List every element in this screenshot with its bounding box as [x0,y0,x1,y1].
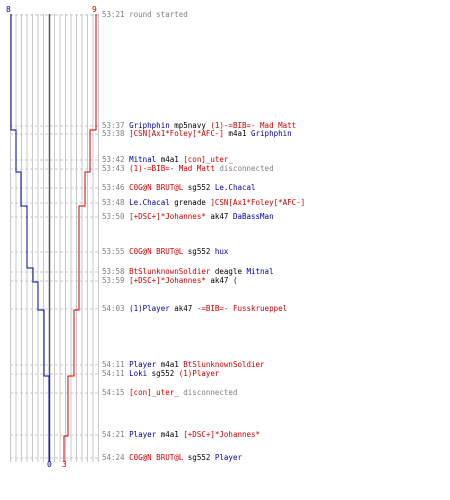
log-time: 54:15 [102,388,130,397]
log-part: m4a1 [156,360,184,369]
log-time: 53:42 [102,155,130,164]
log-part: ( [232,276,238,285]
log-part: C0G@N BRUT@L [129,453,184,462]
log-entry: 53:21 round started [102,10,188,19]
log-part: BtSlunknownSoldier [129,267,211,276]
log-part: ak47 [205,212,233,221]
log-part: [con]_uter_ [183,155,233,164]
log-time: 53:55 [102,247,130,256]
red-start-score: 9 [92,5,97,14]
log-time: 53:37 [102,121,130,130]
log-entry: 53:55 C0G@N BRUT@L sg552 hux [102,247,228,256]
log-entry: 54:11 Loki sg552 (1)Player [102,369,219,378]
log-time: 53:48 [102,198,130,207]
log-time: 54:21 [102,430,130,439]
log-part: [+DSC+]*Johannes* [129,276,206,285]
log-entry: 54:11 Player m4a1 BtSlunknownSoldier [102,360,265,369]
log-part: disconnected [214,164,274,173]
log-part: (1)-=BIB=- Mad Matt [210,121,297,130]
log-part: [+DSC+]*Johannes* [129,212,206,221]
log-time: 53:59 [102,276,130,285]
team-alive-chart: 8 9 0 3 [6,5,100,469]
log-entry: 54:15 [con]_uter_ disconnected [102,388,237,397]
red-team-line [63,14,97,462]
log-part: -=BIB=- Fusskrueppel [196,304,288,313]
log-entry: 53:43 (1)-=BIB=- Mad Matt disconnected [102,164,274,173]
log-time: 54:03 [102,304,130,313]
red-end-score: 3 [62,460,67,469]
log-part: m4a1 [156,155,184,164]
log-part: sg552 [183,183,215,192]
log-part: disconnected [178,388,238,397]
log-part: hux [214,247,229,256]
log-part: ak47 [205,276,233,285]
log-part: Griphphin [129,121,170,130]
log-entry: 54:21 Player m4a1 [+DSC+]*Johannes* [102,430,260,439]
log-time: 53:58 [102,267,130,276]
log-part: (1)Player [178,369,220,378]
log-part: sg552 [183,453,215,462]
log-time: 54:11 [102,369,130,378]
blue-start-score: 8 [6,5,11,14]
log-time: 54:11 [102,360,130,369]
log-entry: 53:37 Griphphin mp5navy (1)-=BIB=- Mad M… [102,121,296,130]
log-part: round started [129,10,188,19]
log-part: [+DSC+]*Johannes* [183,430,261,439]
log-part: [con]_uter_ [129,388,179,397]
log-part: DaBassMan [232,212,274,221]
log-part: Player [214,453,242,462]
log-part: Loki [129,369,148,378]
log-time: 53:50 [102,212,130,221]
log-time: 53:43 [102,164,130,173]
log-part: Mitnal [129,155,157,164]
log-part: ]CSN[Ax1*Foley[*AFC-] [210,198,306,207]
log-part: (1)-=BIB=- Mad Matt [129,164,215,173]
log-part: Griphphin [251,129,292,138]
log-part: ]CSN[Ax1*Foley[*AFC-] [129,129,224,138]
log-entry: 53:48 Le.Chacal grenade ]CSN[Ax1*Foley[*… [102,198,305,207]
log-entry: 53:38 ]CSN[Ax1*Foley[*AFC-] m4a1 Griphph… [102,129,292,138]
log-part: Player [129,430,157,439]
log-time: 54:24 [102,453,130,462]
log-part: C0G@N BRUT@L [129,183,184,192]
log-part: ak47 [169,304,197,313]
log-part: Mitnal [246,267,274,276]
log-part: sg552 [183,247,215,256]
blue-end-score: 0 [47,460,52,469]
log-part: grenade [169,198,211,207]
log-entry: 53:59 [+DSC+]*Johannes* ak47 ( [102,276,237,285]
log-part: BtSlunknownSoldier [183,360,265,369]
log-entry: 54:24 C0G@N BRUT@L sg552 Player [102,453,242,462]
log-part: sg552 [147,369,179,378]
log-entry: 54:03 (1)Player ak47 -=BIB=- Fusskrueppe… [102,304,287,313]
log-time: 53:38 [102,129,130,138]
log-part: deagle [210,267,247,276]
log-part: Le.Chacal [214,183,256,192]
log-part: m4a1 [223,129,252,138]
log-time: 53:46 [102,183,130,192]
log-entry: 53:50 [+DSC+]*Johannes* ak47 DaBassMan [102,212,274,221]
log-part: C0G@N BRUT@L [129,247,184,256]
blue-team-line [10,14,50,462]
log-part: Le.Chacal [129,198,170,207]
log-time: 53:21 [102,10,130,19]
log-part: mp5navy [169,121,211,130]
log-part: (1)Player [129,304,170,313]
log-part: m4a1 [156,430,184,439]
log-part: Player [129,360,157,369]
log-entry: 53:42 Mitnal m4a1 [con]_uter_ [102,155,233,164]
log-entry: 53:58 BtSlunknownSoldier deagle Mitnal [102,267,274,276]
log-entry: 53:46 C0G@N BRUT@L sg552 Le.Chacal [102,183,256,192]
